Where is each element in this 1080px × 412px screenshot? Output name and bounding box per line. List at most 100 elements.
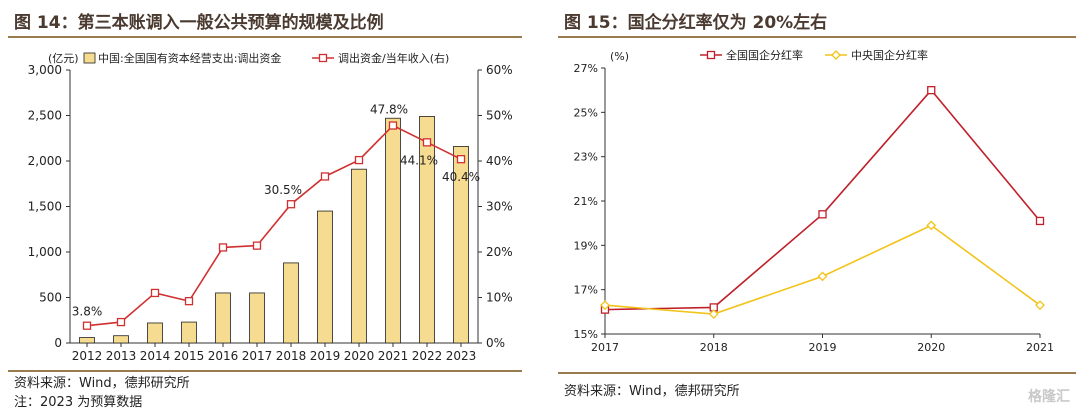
bar-2018: [283, 262, 299, 344]
series-1-marker-2021: [1035, 300, 1045, 311]
series-line-1: [604, 224, 1041, 315]
y-tick-label-left: 500: [39, 291, 62, 305]
bar-2022: [419, 116, 435, 344]
y-tick-label-left: 1,500: [28, 200, 62, 214]
x-tick-label-2019: 2019: [310, 349, 341, 363]
ratio-data-label: 3.8%: [72, 305, 103, 319]
y-tick-label-right: 60%: [486, 63, 513, 77]
watermark-logo: 格隆汇: [1028, 389, 1070, 405]
series-0-marker-2021: [1035, 216, 1045, 226]
series-1-marker-2019: [817, 271, 828, 282]
y-tick-label: 27%: [574, 62, 598, 75]
x-tick-label-2023: 2023: [446, 349, 477, 363]
y-tick-label-left: 3,000: [28, 63, 62, 77]
legend-marker-0: [706, 50, 716, 60]
ratio-marker-2023: [456, 155, 466, 164]
bar-2016: [215, 292, 231, 344]
ratio-marker-2017: [252, 241, 262, 250]
left-source-rule: [8, 370, 522, 372]
x-tick-label-2018: 2018: [700, 341, 728, 354]
legend-marker-1: [831, 50, 841, 60]
bar-2021: [385, 117, 401, 344]
legend-line-marker: [318, 53, 328, 63]
ratio-marker-2016: [218, 243, 228, 252]
payout-ratio-line: [86, 124, 462, 327]
legend-label-0: 全国国企分红率: [726, 48, 803, 62]
y-tick-label-right: 30%: [486, 200, 513, 214]
legend-label-1: 中央国企分红率: [851, 48, 928, 62]
series-0-marker-2019: [818, 210, 827, 219]
y-tick-label-right: 20%: [486, 245, 513, 259]
right-figure-panel: 图 15：国企分红率仅为 20%左右 15% 17% 19% 21% 23% 25% 27%…: [550, 0, 1080, 412]
legend-bar-swatch: [83, 52, 96, 64]
ratio-data-label: 40.4%: [442, 170, 480, 184]
x-tick-label-2015: 2015: [174, 349, 205, 363]
y-tick-label-right: 0%: [486, 336, 505, 350]
ratio-marker-2019: [320, 172, 330, 181]
left-figure-title: 图 14：第三本账调入一般公共预算的规模及比例: [14, 13, 384, 33]
x-tick-label-2017: 2017: [591, 341, 619, 354]
y-tick-label: 19%: [574, 239, 598, 252]
y-tick-label-left: 2,000: [28, 154, 62, 168]
bar-2015: [181, 321, 197, 344]
y-tick-label: 15%: [574, 328, 598, 341]
right-figure-title: 图 15：国企分红率仅为 20%左右: [564, 13, 828, 33]
right-source-rule: [558, 372, 1076, 374]
ratio-marker-2018: [286, 200, 296, 209]
ratio-marker-2012: [82, 321, 92, 330]
x-tick-label-2022: 2022: [412, 349, 443, 363]
x-tick-label-2018: 2018: [276, 349, 307, 363]
y-tick-label: 21%: [574, 195, 598, 208]
y-tick-label: 25%: [574, 106, 598, 119]
right-source-note: 资料来源：Wind，德邦研究所: [564, 384, 740, 399]
left-source-note: 资料来源：Wind，德邦研究所: [14, 376, 190, 391]
series-1-marker-2020: [926, 220, 937, 231]
y-tick-label-right: 40%: [486, 154, 513, 168]
ratio-data-label: 44.1%: [400, 153, 438, 167]
ratio-marker-2013: [116, 317, 126, 327]
x-tick-label-2014: 2014: [140, 349, 171, 363]
ratio-marker-2015: [184, 296, 194, 306]
left-axis-unit: (亿元): [48, 52, 79, 65]
y-tick-label: 23%: [574, 151, 598, 164]
ratio-data-label: 30.5%: [264, 183, 302, 197]
series-0-marker-2020: [927, 86, 936, 95]
x-tick-label-2020: 2020: [917, 341, 945, 354]
y-tick-label: 17%: [574, 284, 598, 297]
y-tick-label-left: 0: [54, 336, 62, 350]
bar-2017: [249, 292, 265, 344]
left-figure-panel: 图 14：第三本账调入一般公共预算的规模及比例 0 500 1,000 1,500 2,…: [0, 0, 530, 412]
series-1-marker-2017: [600, 300, 610, 311]
y-axis-unit: (%): [610, 50, 629, 63]
y-tick-label-left: 1,000: [28, 245, 62, 259]
bar-2013: [113, 335, 129, 344]
x-tick-label-2019: 2019: [809, 341, 837, 354]
left-footnote: 注：2023 为预算数据: [14, 395, 143, 410]
y-tick-label-right: 50%: [486, 109, 513, 123]
series-1-marker-2018: [708, 309, 719, 319]
bar-2019: [317, 210, 333, 344]
ratio-data-label: 47.8%: [370, 103, 408, 117]
legend-line-label: 调出资金/当年收入(右): [338, 51, 449, 65]
left-chart: 0 500 1,000 1,500 2,000 2,500 3,000 0% 10% 20% 30%…: [28, 51, 513, 363]
bar-2020: [351, 168, 367, 344]
y-tick-label-right: 10%: [486, 291, 513, 305]
x-tick-label-2021: 2021: [1026, 341, 1054, 354]
legend-bar-label: 中国:全国国有资本经营支出:调出资金: [98, 51, 281, 65]
y-tick-label-left: 2,500: [28, 109, 62, 123]
ratio-marker-2022: [422, 138, 432, 147]
ratio-marker-2020: [354, 155, 364, 165]
right-title-rule: [558, 36, 1076, 38]
left-title-rule: [8, 36, 522, 38]
bar-2012: [79, 337, 95, 344]
x-tick-label-2020: 2020: [344, 349, 375, 363]
ratio-marker-2014: [150, 288, 160, 298]
x-tick-label-2012: 2012: [72, 349, 103, 363]
x-tick-label-2013: 2013: [106, 349, 137, 363]
x-tick-label-2021: 2021: [378, 349, 409, 363]
bar-2014: [147, 322, 163, 344]
x-tick-label-2017: 2017: [242, 349, 273, 363]
ratio-marker-2021: [388, 121, 398, 130]
right-chart: 15% 17% 19% 21% 23% 25% 27% (%) 2017 2018 2019 2020…: [574, 48, 1054, 354]
x-tick-label-2016: 2016: [208, 349, 239, 363]
